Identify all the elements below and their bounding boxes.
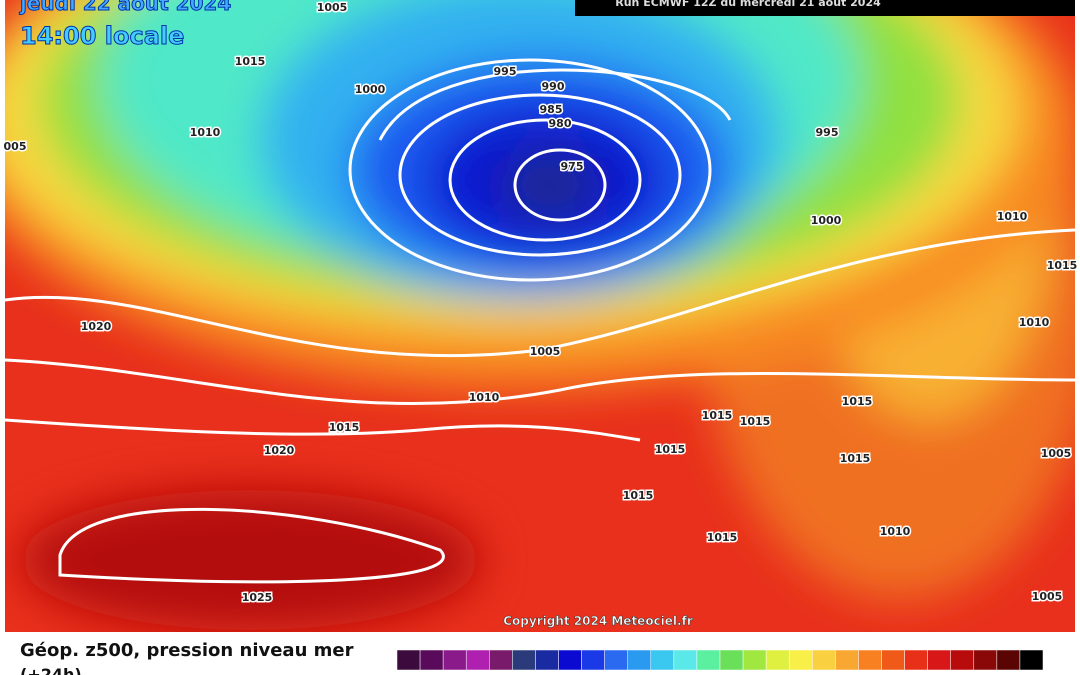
isobar-label: 1020 <box>264 444 295 457</box>
isobar-label: 1015 <box>655 443 686 456</box>
scale-swatch <box>696 649 721 671</box>
scale-swatch <box>973 649 998 671</box>
isobars <box>5 58 1075 584</box>
isobar-label: 1025 <box>242 591 273 604</box>
scale-swatch <box>858 649 882 671</box>
scale-swatch <box>1019 649 1044 671</box>
scale-swatch <box>396 649 421 671</box>
color-scale <box>396 649 1044 671</box>
scale-swatch <box>558 649 582 671</box>
scale-swatch <box>719 649 744 671</box>
scale-swatch <box>996 649 1021 671</box>
isobar-label: 1005 <box>530 345 561 358</box>
isobar-label: 1015 <box>702 409 733 422</box>
scale-swatch <box>581 649 605 671</box>
time-label: 14:00 locale <box>20 22 184 50</box>
scale-swatch <box>419 649 444 671</box>
isobar-label: 1015 <box>840 452 871 465</box>
isobar-label: 990 <box>542 80 565 93</box>
scale-swatch <box>927 649 951 671</box>
isobar-label: 1015 <box>623 489 654 502</box>
isobar-label: 1010 <box>1019 316 1050 329</box>
isobar-label: 1020 <box>81 320 112 333</box>
scale-swatch <box>950 649 975 671</box>
date-label: jeudi 22 août 2024 <box>19 0 231 15</box>
isobar-label: 1000 <box>355 83 386 96</box>
scale-swatch <box>489 649 513 671</box>
run-banner <box>575 0 1075 16</box>
scale-swatch <box>881 649 905 671</box>
scale-swatch <box>835 649 859 671</box>
map-field <box>5 0 1075 632</box>
scale-swatch <box>788 649 813 671</box>
scale-swatch <box>765 649 790 671</box>
scale-swatch <box>673 649 698 671</box>
isobar-label: 005 <box>4 140 27 153</box>
run-label: Run ECMWF 12Z du mercredi 21 août 2024 <box>615 0 881 9</box>
scale-swatch <box>627 649 652 671</box>
legend-subtitle: (+24h) <box>20 665 82 675</box>
isobar-label: 1010 <box>997 210 1028 223</box>
scale-swatch <box>650 649 675 671</box>
isobar-label: 1005 <box>1041 447 1072 460</box>
isobar-label: 1000 <box>811 214 842 227</box>
scale-swatch <box>535 649 559 671</box>
isobar-label: 1015 <box>1047 259 1078 272</box>
isobar-label: 1005 <box>317 1 348 14</box>
isobar-label: 1015 <box>707 531 738 544</box>
scale-swatch <box>442 649 467 671</box>
isobar-label: 995 <box>494 65 517 78</box>
legend-title: Géop. z500, pression niveau mer <box>20 640 354 661</box>
isobar-label: 1010 <box>469 391 500 404</box>
isobar-label: 1015 <box>740 415 771 428</box>
isobar-label: 1005 <box>1032 590 1063 603</box>
scale-swatch <box>604 649 628 671</box>
scale-swatch <box>512 649 536 671</box>
isobar-label: 985 <box>540 103 563 116</box>
isobar-label: 1015 <box>842 395 873 408</box>
isobar-label: 980 <box>549 117 572 130</box>
scale-swatch <box>742 649 767 671</box>
scale-swatch <box>812 649 836 671</box>
isobar-label: 995 <box>816 126 839 139</box>
isobar-label: 975 <box>561 160 584 173</box>
isobar-label: 1015 <box>235 55 266 68</box>
scale-swatch <box>465 649 490 671</box>
isobar-label: 1010 <box>880 525 911 538</box>
copyright: Copyright 2024 Meteociel.fr <box>503 614 693 628</box>
isobar-label: 1010 <box>190 126 221 139</box>
scale-swatch <box>904 649 928 671</box>
isobar-label: 1015 <box>329 421 360 434</box>
